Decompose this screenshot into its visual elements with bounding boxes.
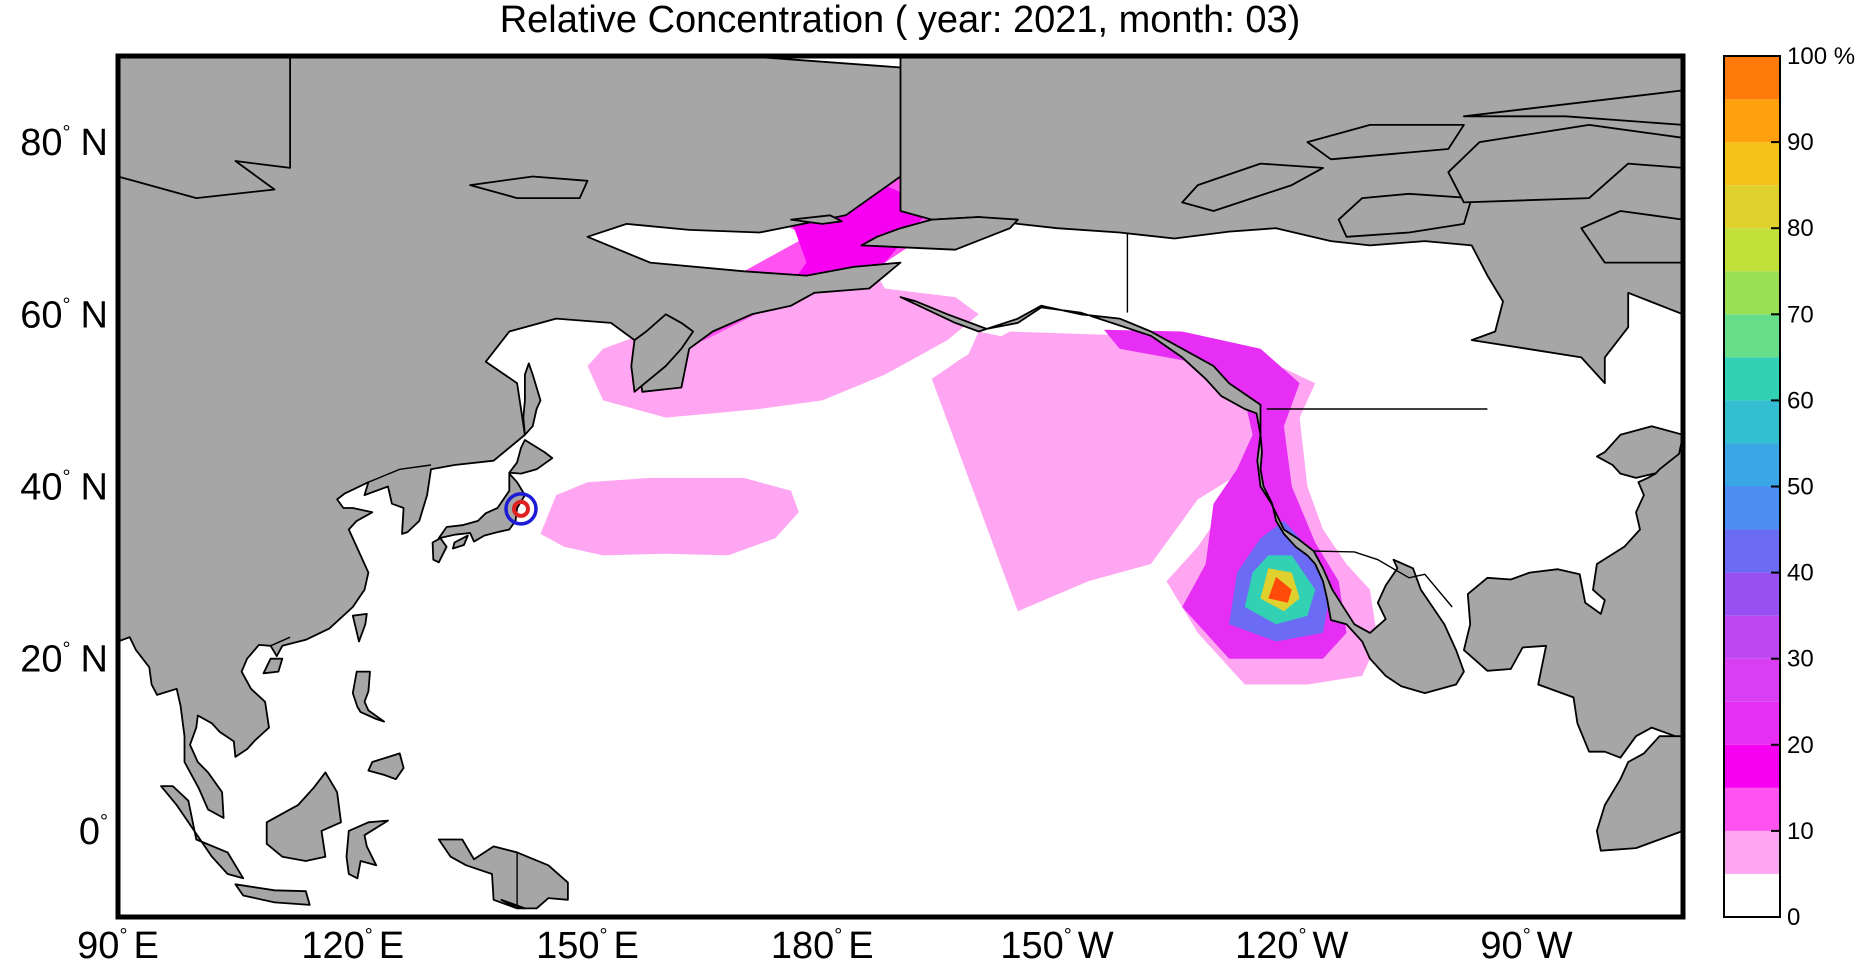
y-tick-label-0: 80° N <box>20 122 108 164</box>
land-polygon-26 <box>1580 210 1683 264</box>
colorbar-segment-19 <box>1724 56 1780 100</box>
plume-contour-0 <box>540 477 799 556</box>
land-polygon-24 <box>1181 162 1324 212</box>
y-tick-label-4: 0° <box>79 811 108 853</box>
colorbar-tick-label-10: 100 % <box>1787 43 1855 70</box>
colorbar-tick-label-5: 50 <box>1787 474 1814 501</box>
land-polygon-15 <box>351 613 368 643</box>
land-polygon-6 <box>860 216 1019 251</box>
colorbar-segment-7 <box>1724 572 1780 616</box>
colorbar-tick-label-7: 70 <box>1787 301 1814 328</box>
land-polygon-0 <box>118 56 980 917</box>
land-polygon-8 <box>160 785 245 880</box>
x-tick-label-5: 120° W <box>1235 925 1348 967</box>
land-polygon-29 <box>469 175 589 200</box>
map-title: Relative Concentration ( year: 2021, mon… <box>500 0 1301 41</box>
land-polygon-2 <box>899 56 1683 385</box>
land-polygon-4 <box>1463 433 1683 917</box>
land-polygon-27 <box>1306 124 1465 161</box>
land-polygon-14 <box>367 752 405 781</box>
source-location-marker <box>504 492 538 526</box>
border-line-5 <box>368 464 432 483</box>
land-polygon-7 <box>899 296 1465 694</box>
y-tick-label-2: 40° N <box>20 467 108 509</box>
colorbar-segments <box>1724 56 1780 917</box>
colorbar-segment-3 <box>1724 744 1780 788</box>
colorbar-segment-9 <box>1724 486 1780 530</box>
colorbar-segment-12 <box>1724 357 1780 401</box>
colorbar-tick-label-3: 30 <box>1787 646 1814 673</box>
colorbar-segment-10 <box>1724 443 1780 487</box>
colorbar-tick-label-9: 90 <box>1787 129 1814 156</box>
colorbar-segment-6 <box>1724 615 1780 659</box>
land-polygon-22 <box>630 313 694 393</box>
x-tick-label-3: 180° E <box>771 925 874 967</box>
border-line-4 <box>270 636 291 647</box>
land-polygon-21 <box>522 362 542 436</box>
colorbar-segment-18 <box>1724 99 1780 143</box>
land-polygon-16 <box>262 657 284 675</box>
land-polygon-17 <box>437 472 526 543</box>
land-polygon-30 <box>790 214 843 225</box>
land-polygon-20 <box>508 439 554 475</box>
colorbar-segment-14 <box>1724 271 1780 315</box>
colorbar-tick-label-6: 60 <box>1787 387 1814 414</box>
colorbar-segment-5 <box>1724 658 1780 702</box>
x-tick-label-2: 150° E <box>536 925 639 967</box>
land-polygon-23 <box>1337 192 1473 238</box>
colorbar-segment-4 <box>1724 701 1780 745</box>
land-polygon-9 <box>234 883 311 906</box>
plume-contour-9 <box>1268 576 1292 603</box>
colorbar-segment-16 <box>1724 185 1780 229</box>
land-polygon-25 <box>1447 124 1683 204</box>
y-tick-label-3: 20° N <box>20 639 108 681</box>
colorbar-segment-8 <box>1724 529 1780 573</box>
x-tick-label-1: 120° E <box>301 925 404 967</box>
colorbar-tick-label-1: 10 <box>1787 818 1814 845</box>
colorbar-segment-15 <box>1724 228 1780 272</box>
land-polygon-19 <box>451 534 469 550</box>
colorbar-tick-label-4: 40 <box>1787 560 1814 587</box>
colorbar-segment-0 <box>1724 873 1780 917</box>
land-polygon-12 <box>437 838 569 910</box>
colorbar-segment-2 <box>1724 787 1780 831</box>
map-frame <box>115 53 1686 920</box>
land-polygon-5 <box>1596 735 1683 917</box>
colorbar-segment-1 <box>1724 830 1780 874</box>
colorbar-tick-label-0: 0 <box>1787 904 1800 931</box>
colorbar-segment-11 <box>1724 400 1780 444</box>
land-polygon-10 <box>265 771 342 862</box>
latitude-axis: 80° N 60° N 40° N 20° N 0° <box>20 122 108 853</box>
x-tick-label-4: 150° W <box>1000 925 1113 967</box>
y-tick-label-1: 60° N <box>20 294 108 336</box>
land-polygon-1 <box>118 56 292 200</box>
source-marker-outer-ring <box>504 492 538 526</box>
colorbar: 0 10 20 30 40 50 60 70 80 90 100 % <box>1723 43 1855 931</box>
land-polygon-11 <box>345 819 389 880</box>
longitude-axis: 90° E 120° E 150° E 180° E 150° W 120° W 90° W <box>77 925 1573 967</box>
land-polygon-13 <box>351 670 386 723</box>
colorbar-segment-13 <box>1724 314 1780 358</box>
land-polygon-28 <box>1463 89 1683 126</box>
x-tick-label-0: 90° E <box>77 925 159 967</box>
colorbar-ticks: 0 10 20 30 40 50 60 70 80 90 100 % <box>1771 43 1855 931</box>
source-marker-inner-ring <box>511 499 530 518</box>
x-tick-label-6: 90° W <box>1480 925 1572 967</box>
map-area <box>115 53 1686 920</box>
border-line-2 <box>1313 550 1453 608</box>
colorbar-segment-17 <box>1724 142 1780 186</box>
colorbar-tick-label-8: 80 <box>1787 215 1814 242</box>
colorbar-tick-label-2: 20 <box>1787 732 1814 759</box>
land-masses <box>118 56 1683 917</box>
land-polygon-18 <box>431 537 448 564</box>
